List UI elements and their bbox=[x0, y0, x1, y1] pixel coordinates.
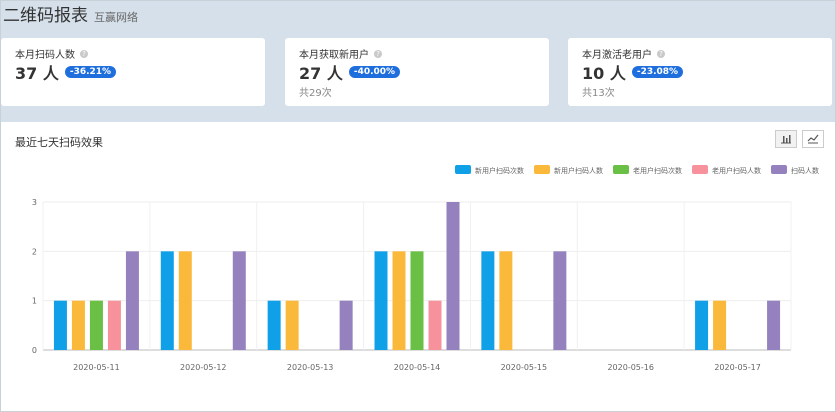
card-label: 本月激活老用户 bbox=[582, 50, 652, 61]
chart-panel: 最近七天扫码效果 0 1 2 3 2020-05-11 2020-05-12 2020-05… bbox=[1, 122, 835, 411]
x-tick-label: 2020-05-11 bbox=[73, 363, 120, 372]
x-tick-label: 2020-05-13 bbox=[287, 363, 334, 372]
help-icon[interactable]: ? bbox=[80, 49, 88, 58]
bar bbox=[428, 300, 442, 350]
line-chart-icon bbox=[807, 134, 819, 144]
legend-label: 老用户扫码次数 bbox=[633, 166, 682, 175]
card-value: 10 人 bbox=[582, 64, 626, 83]
bar bbox=[53, 300, 67, 350]
bar bbox=[125, 251, 139, 350]
bar bbox=[267, 300, 281, 350]
bar bbox=[71, 300, 85, 350]
help-icon[interactable]: ? bbox=[657, 49, 665, 58]
help-icon[interactable]: ? bbox=[374, 49, 382, 58]
x-tick-label: 2020-05-17 bbox=[714, 363, 761, 372]
page-subtitle: 互赢网络 bbox=[94, 11, 138, 24]
x-tick-label: 2020-05-12 bbox=[180, 363, 227, 372]
legend-swatch bbox=[692, 165, 708, 174]
card-sub: 共13次 bbox=[582, 88, 615, 99]
page-header: 二维码报表 互赢网络 bbox=[1, 1, 138, 26]
y-tick-label: 0 bbox=[32, 346, 37, 355]
stat-card-active-users: 本月激活老用户? 10 人 -23.08% 共13次 bbox=[568, 38, 832, 106]
bar bbox=[499, 251, 513, 350]
bar bbox=[339, 300, 353, 350]
x-tick-label: 2020-05-15 bbox=[501, 363, 548, 372]
bar bbox=[713, 300, 727, 350]
y-tick-label: 2 bbox=[32, 247, 37, 256]
legend-swatch bbox=[613, 165, 629, 174]
x-tick-label: 2020-05-14 bbox=[394, 363, 441, 372]
change-badge: -40.00% bbox=[348, 66, 401, 78]
bar bbox=[446, 202, 460, 350]
card-label: 本月扫码人数 bbox=[15, 50, 75, 61]
y-tick-label: 1 bbox=[32, 297, 37, 306]
bar bbox=[767, 300, 781, 350]
page-title: 二维码报表 bbox=[3, 6, 88, 26]
card-label: 本月获取新用户 bbox=[299, 50, 369, 61]
legend-label: 新用户扫码人数 bbox=[554, 166, 603, 175]
x-tick-label: 2020-05-16 bbox=[607, 363, 654, 372]
bar bbox=[481, 251, 495, 350]
legend-label: 扫码人数 bbox=[791, 166, 819, 175]
bar bbox=[107, 300, 121, 350]
bar bbox=[178, 251, 192, 350]
bar bbox=[410, 251, 424, 350]
card-value: 27 人 bbox=[299, 64, 343, 83]
bar bbox=[89, 300, 103, 350]
card-sub: 共29次 bbox=[299, 88, 332, 99]
bar-chart-icon bbox=[781, 135, 791, 144]
bar bbox=[285, 300, 299, 350]
legend-swatch bbox=[455, 165, 471, 174]
stat-card-scan-users: 本月扫码人数? 37 人 -36.21% bbox=[1, 38, 265, 106]
legend-swatch bbox=[534, 165, 550, 174]
bar-chart-toggle[interactable] bbox=[775, 130, 797, 148]
legend-label: 新用户扫码次数 bbox=[475, 166, 524, 175]
change-badge: -36.21% bbox=[64, 66, 117, 78]
y-tick-label: 3 bbox=[32, 198, 37, 207]
bar-chart: 0 1 2 3 2020-05-11 2020-05-12 2020-05-13 2020-0… bbox=[32, 165, 819, 372]
legend-label: 老用户扫码人数 bbox=[712, 166, 761, 175]
line-chart-toggle[interactable] bbox=[802, 130, 824, 148]
legend-swatch bbox=[771, 165, 787, 174]
card-value: 37 人 bbox=[15, 64, 59, 83]
bar bbox=[553, 251, 567, 350]
bar bbox=[695, 300, 709, 350]
bar bbox=[374, 251, 388, 350]
bar bbox=[392, 251, 406, 350]
change-badge: -23.08% bbox=[631, 66, 684, 78]
chart-panel-title: 最近七天扫码效果 bbox=[15, 136, 103, 149]
bar bbox=[232, 251, 246, 350]
stat-card-new-users: 本月获取新用户? 27 人 -40.00% 共29次 bbox=[285, 38, 549, 106]
bar bbox=[160, 251, 174, 350]
